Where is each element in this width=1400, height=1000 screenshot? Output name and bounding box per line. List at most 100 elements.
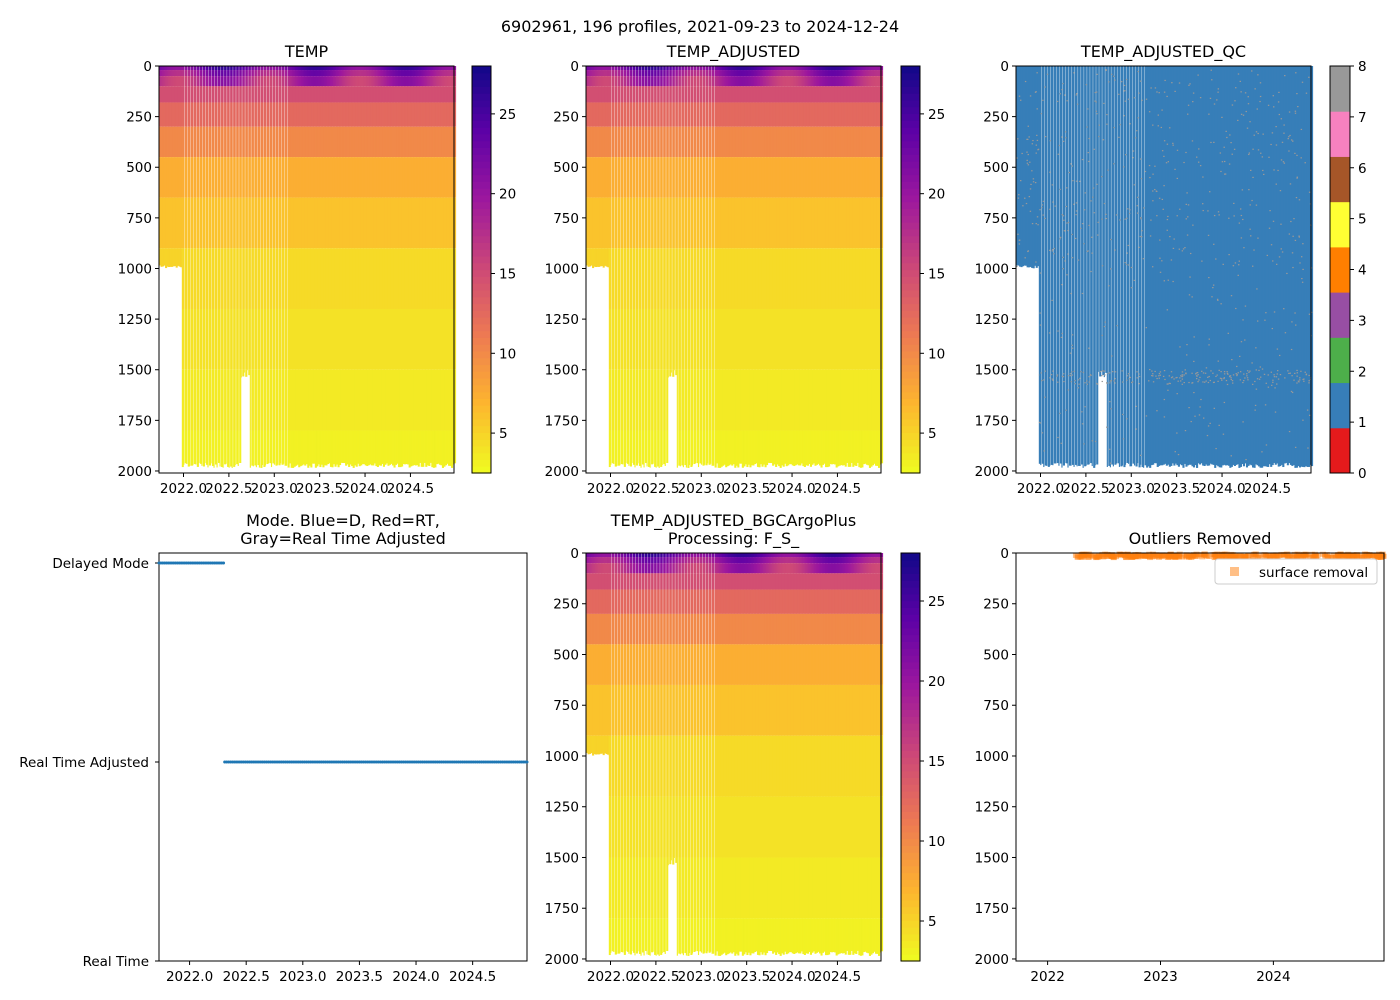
heatmap-cell <box>432 126 435 158</box>
heatmap-cell <box>375 430 378 467</box>
heatmap-cell <box>782 126 785 158</box>
heatmap-cell <box>222 308 225 370</box>
heatmap-cell <box>328 70 331 77</box>
heatmap-cell <box>687 70 690 77</box>
heatmap-cell <box>787 76 790 87</box>
heatmap-cell <box>404 369 407 431</box>
heatmap-cell <box>243 157 246 198</box>
heatmap-cell <box>667 76 670 87</box>
heatmap-cell <box>803 248 806 309</box>
x-tick-label: 2024.0 <box>768 481 815 497</box>
heatmap-cell <box>237 76 240 87</box>
heatmap-cell <box>205 157 209 198</box>
heatmap-cell <box>419 102 422 127</box>
heatmap-cell <box>358 126 361 158</box>
heatmap-cell <box>258 197 261 249</box>
heatmap-cell <box>234 102 237 127</box>
heatmap-cell <box>881 308 884 370</box>
heatmap-cell <box>782 76 785 87</box>
heatmap-cell <box>331 126 334 158</box>
heatmap-cell <box>369 157 372 198</box>
heatmap-cell <box>160 86 163 103</box>
heatmap-cell <box>877 197 881 249</box>
colorbar-segment <box>901 357 920 366</box>
heatmap-cell <box>604 76 607 87</box>
y-tick-label: 1750 <box>545 413 579 429</box>
heatmap-cell <box>631 369 634 431</box>
colorbar-segment <box>901 418 920 427</box>
heatmap-cell <box>346 369 349 431</box>
heatmap-cell <box>329 126 333 158</box>
heatmap-cell <box>803 86 806 103</box>
heatmap-cell <box>593 735 596 755</box>
heatmap-cell <box>192 86 195 103</box>
heatmap-cell <box>841 102 844 127</box>
heatmap-cell <box>666 248 669 309</box>
heatmap-cell <box>165 66 168 71</box>
heatmap-cell <box>767 66 770 71</box>
heatmap-cell <box>667 157 670 198</box>
heatmap-cell <box>435 308 438 370</box>
heatmap-cell <box>222 126 225 158</box>
heatmap-cell <box>308 86 311 103</box>
heatmap-cell <box>797 102 800 127</box>
heatmap-cell <box>361 157 364 198</box>
heatmap-cell <box>404 102 407 127</box>
heatmap-cell <box>776 86 779 103</box>
heatmap-cell <box>646 248 649 309</box>
heatmap-cell <box>790 157 793 198</box>
heatmap-cell <box>218 102 221 127</box>
heatmap-cell <box>446 157 449 198</box>
heatmap-cell <box>295 369 298 431</box>
colorbar-segment <box>472 208 491 216</box>
heatmap-cell <box>369 70 372 77</box>
heatmap-cell <box>840 102 843 127</box>
heatmap-cell <box>323 66 327 71</box>
heatmap-cell <box>278 66 281 71</box>
heatmap-cell <box>700 248 704 309</box>
heatmap-cell <box>684 76 687 87</box>
heatmap-cell <box>870 70 873 77</box>
heatmap-cell <box>361 369 364 431</box>
heatmap-cell <box>340 126 343 158</box>
heatmap-cell <box>204 102 207 127</box>
heatmap-cell <box>649 197 652 249</box>
heatmap-cell <box>596 573 599 590</box>
heatmap-cell <box>769 86 772 103</box>
heatmap-cell <box>183 308 186 370</box>
heatmap-cell <box>818 76 822 87</box>
heatmap-cell <box>702 430 705 466</box>
heatmap-cell <box>664 157 667 198</box>
heatmap-cell <box>221 86 224 103</box>
heatmap-cell <box>702 102 705 127</box>
heatmap-cell <box>741 308 744 370</box>
heatmap-cell <box>189 308 192 370</box>
colorbar-segment <box>472 140 491 148</box>
heatmap-cell <box>159 126 162 158</box>
heatmap-cell <box>370 66 373 71</box>
heatmap-cell <box>248 76 251 87</box>
heatmap-cell <box>346 248 349 309</box>
heatmap-cell <box>622 86 625 103</box>
heatmap-cell <box>655 157 658 198</box>
heatmap-cell <box>263 308 266 370</box>
heatmap-cell <box>664 126 667 158</box>
heatmap-cell <box>773 102 776 127</box>
heatmap-cell <box>598 613 601 645</box>
colorbar-tick-label: 20 <box>499 187 516 203</box>
heatmap-cell <box>290 70 293 77</box>
heatmap-cell <box>280 197 283 249</box>
heatmap-cell <box>755 70 758 77</box>
heatmap-cell <box>305 197 308 249</box>
heatmap-cell <box>337 369 340 431</box>
heatmap-cell <box>694 430 698 464</box>
heatmap-cell <box>201 86 204 103</box>
heatmap-cell <box>844 126 847 158</box>
heatmap-cell <box>211 197 215 249</box>
heatmap-cell <box>629 308 632 370</box>
heatmap-cell <box>252 70 255 77</box>
heatmap-cell <box>858 70 861 77</box>
heatmap-cell <box>236 308 239 370</box>
heatmap-cell <box>769 76 772 87</box>
heatmap-cell <box>602 76 605 87</box>
